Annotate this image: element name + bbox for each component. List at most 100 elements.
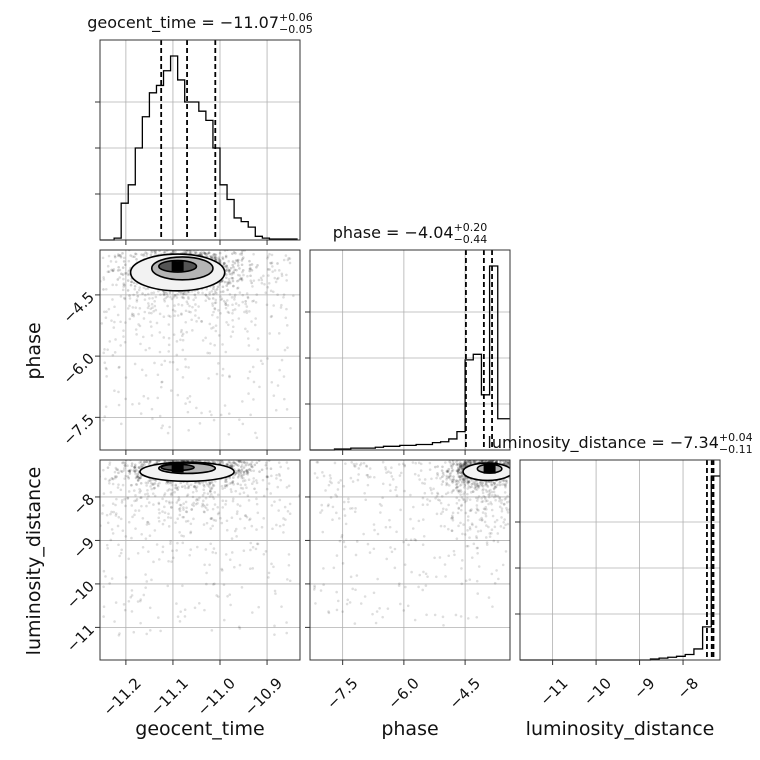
sample-point — [150, 334, 154, 337]
sample-point — [481, 485, 485, 488]
sample-point — [486, 460, 489, 463]
sample-point — [417, 585, 420, 589]
sample-point — [230, 276, 234, 280]
sample-point — [510, 472, 513, 475]
sample-point — [170, 455, 173, 458]
sample-point — [483, 507, 487, 511]
sample-point — [268, 252, 271, 256]
sample-point — [465, 457, 468, 460]
sample-point — [499, 455, 502, 458]
sample-point — [457, 490, 461, 494]
sample-point — [516, 476, 519, 479]
sample-point — [253, 463, 257, 467]
sample-point — [254, 491, 258, 494]
sample-point — [151, 306, 154, 310]
sample-point — [430, 492, 434, 495]
sample-point — [112, 326, 116, 329]
sample-point — [168, 501, 171, 505]
sample-point — [462, 462, 466, 466]
sample-point — [494, 460, 498, 463]
sample-point — [451, 489, 455, 493]
sample-point — [419, 462, 423, 466]
sample-point — [208, 495, 212, 498]
sample-point — [142, 317, 146, 320]
sample-point — [240, 259, 244, 262]
sample-point — [204, 252, 208, 256]
sample-point — [162, 290, 166, 294]
sample-point — [498, 454, 501, 457]
sample-point — [181, 584, 184, 588]
sample-point — [499, 525, 503, 528]
sample-point — [154, 250, 158, 253]
sample-point — [90, 475, 93, 478]
sample-point — [126, 475, 130, 478]
sample-point — [450, 466, 454, 470]
sample-point — [180, 312, 183, 315]
sample-point — [516, 463, 519, 466]
sample-point — [167, 525, 171, 528]
sample-point — [238, 291, 242, 294]
sample-point — [197, 498, 200, 502]
sample-point — [203, 251, 207, 255]
sample-point — [243, 479, 247, 482]
sample-point — [503, 460, 507, 463]
sample-point — [169, 492, 173, 496]
sample-point — [489, 480, 492, 484]
sample-point — [151, 492, 155, 495]
sample-point — [200, 253, 204, 256]
sample-point — [160, 380, 163, 384]
sample-point — [231, 499, 235, 503]
sample-point — [172, 295, 176, 299]
sample-point — [248, 370, 252, 373]
sample-point — [484, 536, 488, 539]
sample-point — [470, 522, 474, 526]
sample-point — [128, 472, 132, 475]
sample-point — [145, 632, 149, 636]
sample-point — [502, 483, 506, 486]
histogram-bin — [490, 266, 498, 450]
sample-point — [269, 289, 273, 293]
sample-point — [230, 551, 234, 554]
sample-point — [468, 536, 471, 539]
sample-point — [145, 523, 149, 526]
sample-point — [230, 537, 234, 540]
sample-point — [494, 498, 497, 502]
sample-point — [248, 310, 251, 313]
sample-point — [460, 567, 463, 570]
sample-point — [173, 452, 176, 455]
sample-point — [462, 478, 465, 482]
sample-point — [428, 499, 432, 503]
sample-point — [152, 486, 156, 490]
sample-point — [229, 456, 232, 459]
sample-point — [249, 274, 252, 278]
sample-point — [285, 621, 288, 624]
sample-point — [365, 465, 368, 468]
sample-point — [278, 498, 282, 502]
sample-point — [456, 472, 460, 476]
title-minus-error: −0.11 — [719, 443, 753, 456]
sample-point — [166, 431, 170, 435]
sample-point — [469, 461, 473, 465]
sample-point — [211, 297, 215, 300]
sample-point — [174, 484, 178, 488]
sample-point — [138, 324, 142, 328]
sample-point — [476, 484, 480, 488]
sample-point — [366, 483, 370, 487]
sample-point — [231, 461, 235, 465]
sample-point — [129, 595, 133, 599]
sample-point — [216, 505, 220, 509]
sample-point — [225, 284, 229, 287]
sample-point — [115, 283, 118, 287]
sample-point — [240, 461, 244, 464]
sample-point — [234, 470, 238, 473]
sample-point — [149, 481, 153, 485]
sample-point — [232, 461, 236, 464]
sample-point — [384, 465, 387, 469]
sample-point — [182, 534, 185, 538]
sample-point — [157, 501, 161, 505]
sample-point — [181, 292, 185, 296]
sample-point — [284, 518, 287, 521]
sample-point — [424, 572, 428, 576]
sample-point — [204, 496, 208, 500]
sample-point — [135, 300, 139, 303]
